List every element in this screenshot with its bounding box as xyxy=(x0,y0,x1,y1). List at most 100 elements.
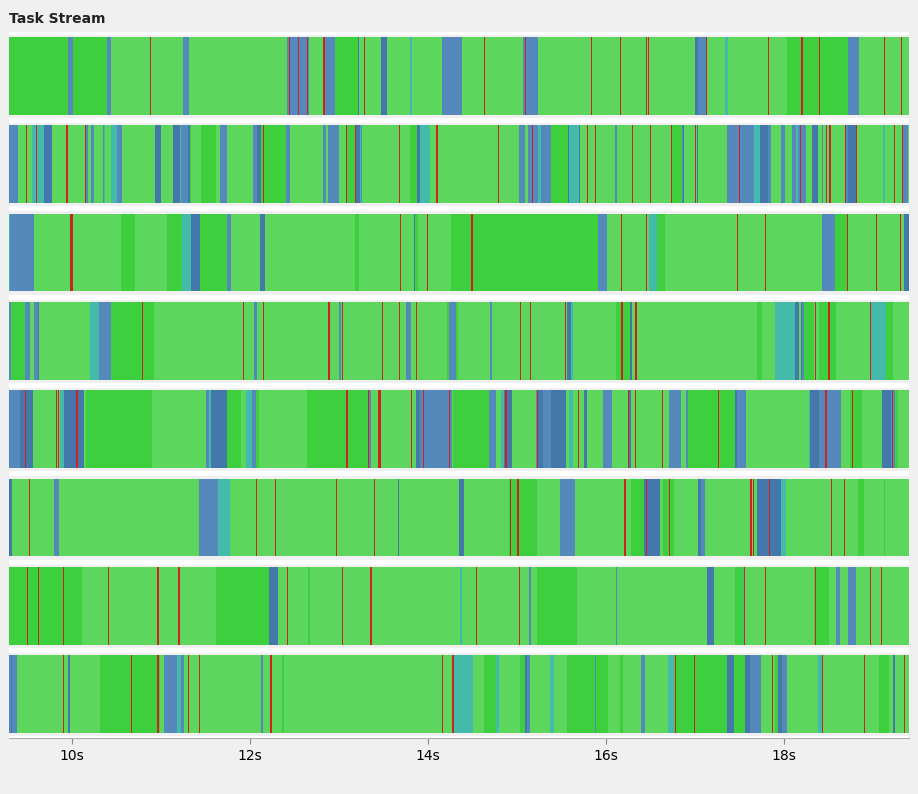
Bar xyxy=(545,479,552,557)
Bar xyxy=(894,655,909,733)
Bar xyxy=(490,302,492,380)
Bar xyxy=(171,655,177,733)
Bar xyxy=(690,214,804,291)
Bar xyxy=(695,125,696,203)
Bar xyxy=(82,567,161,645)
Bar xyxy=(359,391,369,468)
Bar xyxy=(56,391,58,468)
Bar xyxy=(784,125,785,203)
Bar xyxy=(105,125,111,203)
Bar xyxy=(876,214,878,291)
Bar xyxy=(263,655,282,733)
Bar xyxy=(329,302,330,380)
Bar xyxy=(898,391,909,468)
Bar xyxy=(442,37,462,115)
Bar xyxy=(530,655,550,733)
Bar xyxy=(660,479,663,557)
Bar xyxy=(669,391,674,468)
Bar xyxy=(771,125,781,203)
Bar xyxy=(890,655,893,733)
Bar xyxy=(269,302,278,380)
Bar xyxy=(537,479,545,557)
Bar xyxy=(666,37,667,115)
Bar xyxy=(657,302,714,380)
Bar xyxy=(161,567,216,645)
Bar xyxy=(471,214,473,291)
Bar xyxy=(538,125,541,203)
Bar xyxy=(250,302,254,380)
Bar xyxy=(903,214,909,291)
Bar xyxy=(543,391,551,468)
Bar xyxy=(756,302,762,380)
Bar xyxy=(893,655,894,733)
Bar xyxy=(687,391,688,468)
Bar xyxy=(111,125,117,203)
Bar xyxy=(700,479,705,557)
Text: Task Stream: Task Stream xyxy=(9,12,106,26)
Bar xyxy=(560,479,565,557)
Bar xyxy=(99,302,111,380)
Bar xyxy=(189,37,242,115)
Bar xyxy=(659,567,700,645)
Bar xyxy=(601,391,603,468)
Bar xyxy=(748,567,751,645)
Bar xyxy=(869,567,871,645)
Bar xyxy=(791,655,818,733)
Bar xyxy=(681,391,687,468)
Bar xyxy=(856,567,868,645)
Bar xyxy=(34,302,39,380)
Bar xyxy=(739,125,740,203)
Bar xyxy=(569,125,579,203)
Bar xyxy=(601,214,608,291)
Bar xyxy=(52,125,71,203)
Bar xyxy=(552,479,560,557)
Bar xyxy=(667,655,674,733)
Bar xyxy=(714,302,742,380)
Bar xyxy=(293,302,307,380)
Bar xyxy=(735,567,744,645)
Bar xyxy=(684,125,696,203)
Bar xyxy=(252,125,257,203)
Bar xyxy=(785,125,790,203)
Bar xyxy=(98,125,103,203)
Bar xyxy=(646,214,647,291)
Bar xyxy=(230,479,249,557)
Bar xyxy=(790,125,792,203)
Bar xyxy=(647,125,661,203)
Bar xyxy=(641,37,666,115)
Bar xyxy=(17,655,28,733)
Bar xyxy=(289,37,290,115)
Bar xyxy=(315,125,323,203)
Bar xyxy=(836,567,840,645)
Bar xyxy=(122,125,155,203)
Bar xyxy=(569,37,577,115)
Bar xyxy=(335,37,358,115)
Bar xyxy=(95,125,98,203)
Bar xyxy=(167,214,183,291)
Bar xyxy=(775,37,788,115)
Bar xyxy=(584,391,587,468)
Bar xyxy=(71,214,73,291)
Bar xyxy=(792,125,796,203)
Bar xyxy=(705,479,741,557)
Bar xyxy=(86,391,151,468)
Bar xyxy=(459,479,465,557)
Bar xyxy=(50,125,52,203)
Bar xyxy=(385,391,417,468)
Bar xyxy=(762,302,775,380)
Bar xyxy=(177,655,181,733)
Bar xyxy=(650,125,651,203)
Bar xyxy=(687,214,690,291)
Bar xyxy=(278,567,297,645)
Bar xyxy=(725,37,728,115)
Bar xyxy=(788,37,848,115)
Bar xyxy=(73,37,106,115)
Bar xyxy=(399,125,400,203)
Bar xyxy=(258,125,260,203)
Bar xyxy=(787,655,791,733)
Bar xyxy=(868,37,883,115)
Bar xyxy=(857,37,859,115)
Bar xyxy=(828,302,830,380)
Bar xyxy=(354,125,358,203)
Bar xyxy=(372,391,381,468)
